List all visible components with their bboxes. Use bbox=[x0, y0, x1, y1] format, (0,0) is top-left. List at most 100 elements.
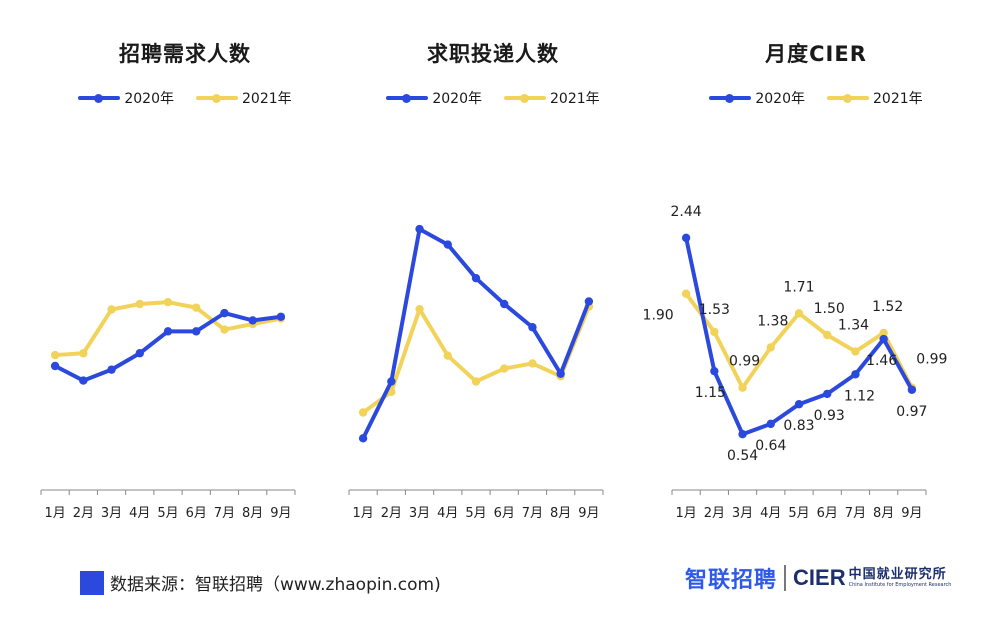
data-source-note: 数据来源：智联招聘（www.zhaopin.com) bbox=[80, 570, 441, 595]
data-point bbox=[79, 376, 88, 385]
x-tick-label: 5月 bbox=[465, 506, 486, 521]
chart-title: 招聘需求人数 bbox=[119, 42, 251, 66]
data-label: 0.64 bbox=[755, 438, 786, 454]
legend-swatch-2021 bbox=[196, 93, 238, 103]
data-point bbox=[681, 233, 691, 243]
legend-label-2021: 2021年 bbox=[242, 91, 292, 107]
x-tick-label: 3月 bbox=[101, 506, 122, 521]
data-point bbox=[471, 273, 481, 283]
x-tick-label: 1月 bbox=[675, 506, 696, 521]
data-label: 1.50 bbox=[814, 301, 845, 317]
chart-plot-area: 1月 2月 3月 4月 5月 6月 7月 8月 9月2.441.150.540.640.830.… bbox=[643, 204, 948, 521]
data-point bbox=[528, 323, 537, 332]
data-point bbox=[851, 347, 860, 356]
chart-title: 求职投递人数 bbox=[427, 42, 559, 66]
legend-item-2020: 2020年 bbox=[78, 88, 174, 108]
x-tick-label: 4月 bbox=[760, 506, 781, 521]
zhilian-logo: 智联招聘 bbox=[685, 568, 778, 593]
data-point bbox=[681, 289, 691, 298]
data-point bbox=[907, 385, 917, 394]
data-point bbox=[766, 343, 775, 352]
data-point bbox=[710, 327, 719, 337]
data-point bbox=[163, 327, 173, 336]
x-tick-label: 8月 bbox=[873, 506, 894, 521]
legend-item-2021: 2021年 bbox=[827, 88, 923, 108]
legend-swatch-2021 bbox=[827, 93, 869, 103]
legend-item-2020: 2020年 bbox=[386, 88, 482, 108]
chart-title: 月度CIER bbox=[765, 42, 867, 66]
x-tick-label: 9月 bbox=[578, 506, 599, 521]
data-point bbox=[766, 419, 775, 429]
data-point bbox=[794, 309, 804, 318]
data-point bbox=[79, 349, 88, 358]
data-point bbox=[415, 304, 424, 314]
data-point bbox=[738, 430, 747, 439]
data-label: 0.93 bbox=[814, 408, 845, 424]
x-tick-label: 6月 bbox=[186, 506, 207, 521]
legend-item-2021: 2021年 bbox=[196, 88, 292, 108]
data-point bbox=[50, 361, 60, 371]
legend-label-2020: 2020年 bbox=[432, 91, 482, 107]
cier-logo-text: 中国就业研究所 China Institute for Employment R… bbox=[849, 568, 952, 588]
data-label: 1.53 bbox=[699, 302, 730, 318]
source-marker-icon bbox=[80, 570, 104, 595]
x-tick-label: 2月 bbox=[73, 506, 94, 521]
data-point bbox=[879, 334, 888, 344]
x-tick-label: 5月 bbox=[157, 506, 178, 521]
chart-legend: 2020年 2021年 bbox=[333, 88, 653, 108]
data-point bbox=[107, 365, 116, 374]
chart-plot-area: 1月 2月 3月 4月 5月 6月 7月 8月 9月 bbox=[40, 297, 296, 521]
x-tick-label: 4月 bbox=[437, 506, 458, 521]
data-point bbox=[823, 330, 832, 340]
x-tick-label: 5月 bbox=[788, 506, 809, 521]
data-label: 1.38 bbox=[757, 313, 788, 329]
legend-label-2020: 2020年 bbox=[124, 91, 174, 107]
x-tick-label: 4月 bbox=[129, 506, 150, 521]
data-point bbox=[107, 305, 116, 314]
data-point bbox=[851, 370, 860, 379]
data-label: 1.12 bbox=[844, 388, 875, 404]
x-tick-label: 1月 bbox=[352, 506, 373, 521]
x-tick-label: 1月 bbox=[44, 506, 65, 521]
x-tick-label: 9月 bbox=[270, 506, 291, 521]
chart-panel-monthly-cier: 月度CIER 2020年 2021年 1月 2月 3月 4月 5月 6月 7月 8月 9月 2.4… bbox=[643, 30, 976, 530]
legend-label-2021: 2021年 bbox=[550, 91, 600, 107]
data-point bbox=[220, 325, 229, 334]
data-label: 0.99 bbox=[729, 354, 760, 370]
legend-swatch-2021 bbox=[504, 93, 546, 103]
data-label: 1.52 bbox=[872, 299, 903, 315]
data-label: 0.83 bbox=[783, 418, 814, 434]
x-tick-label: 7月 bbox=[214, 506, 235, 521]
chart-panel-job-applications: 求职投递人数 2020年 2021年 1月 2月 3月 4月 5月 6月 7月 8月 9月 bbox=[333, 30, 653, 530]
data-label: 1.71 bbox=[783, 279, 814, 295]
data-point bbox=[135, 299, 144, 309]
cier-logo: CIER bbox=[793, 565, 846, 590]
chart-legend: 2020年 2021年 bbox=[25, 88, 345, 108]
x-tick-label: 3月 bbox=[409, 506, 430, 521]
data-label: 0.54 bbox=[727, 448, 758, 464]
data-point bbox=[794, 400, 804, 409]
cier-logo-cn: 中国就业研究所 bbox=[848, 567, 947, 582]
chart-legend: 2020年 2021年 bbox=[656, 88, 976, 108]
cier-logo-en: China Institute for Employment Research bbox=[848, 582, 952, 588]
data-label: 0.97 bbox=[896, 404, 927, 420]
series-line-2020 bbox=[361, 227, 591, 441]
data-point bbox=[738, 383, 747, 392]
legend-swatch-2020 bbox=[386, 93, 429, 103]
data-point bbox=[220, 308, 229, 318]
data-point bbox=[415, 224, 424, 234]
data-point bbox=[443, 351, 452, 360]
x-tick-label: 9月 bbox=[901, 506, 922, 521]
data-point bbox=[879, 328, 888, 338]
legend-swatch-2020 bbox=[78, 93, 121, 103]
data-label: 1.46 bbox=[866, 353, 897, 369]
data-label: 0.99 bbox=[916, 352, 947, 368]
x-tick-label: 2月 bbox=[704, 506, 725, 521]
data-label: 1.15 bbox=[695, 385, 726, 401]
data-point bbox=[248, 316, 257, 325]
data-point bbox=[528, 359, 537, 368]
data-point bbox=[358, 434, 368, 443]
data-point bbox=[192, 303, 201, 312]
x-tick-label: 6月 bbox=[817, 506, 838, 521]
data-point bbox=[276, 312, 286, 321]
